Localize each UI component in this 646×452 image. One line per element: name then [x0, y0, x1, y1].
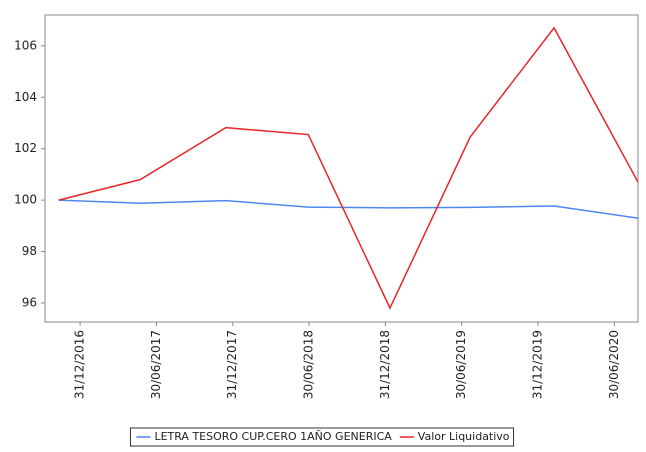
- x-tick-label: 30/06/2020: [607, 330, 621, 399]
- y-tick-label: 96: [22, 295, 37, 309]
- series-line: [58, 199, 638, 219]
- legend-label: Valor Liquidativo: [418, 430, 510, 443]
- legend-box: [129, 427, 515, 447]
- y-tick-label: 104: [14, 90, 37, 104]
- y-tick-label: 106: [14, 38, 37, 52]
- y-tick-label: 100: [14, 193, 37, 207]
- y-tick-label: 98: [22, 244, 37, 258]
- y-tick-label: 102: [14, 141, 37, 155]
- legend: LETRA TESORO CUP.CERO 1AÑO GENERICA Valor…: [129, 427, 515, 447]
- x-tick-label: 31/12/2019: [531, 330, 545, 399]
- x-tick-label: 31/12/2016: [73, 330, 87, 399]
- x-tick-label: 30/06/2018: [302, 330, 316, 399]
- x-tick-label: 30/06/2017: [149, 330, 163, 399]
- series-line: [58, 26, 638, 310]
- x-tick-label: 30/06/2019: [454, 330, 468, 399]
- plot-area: [44, 14, 639, 323]
- x-tick-label: 31/12/2017: [225, 330, 239, 399]
- x-tick-label: 31/12/2018: [378, 330, 392, 399]
- legend-label: LETRA TESORO CUP.CERO 1AÑO GENERICA: [154, 430, 392, 443]
